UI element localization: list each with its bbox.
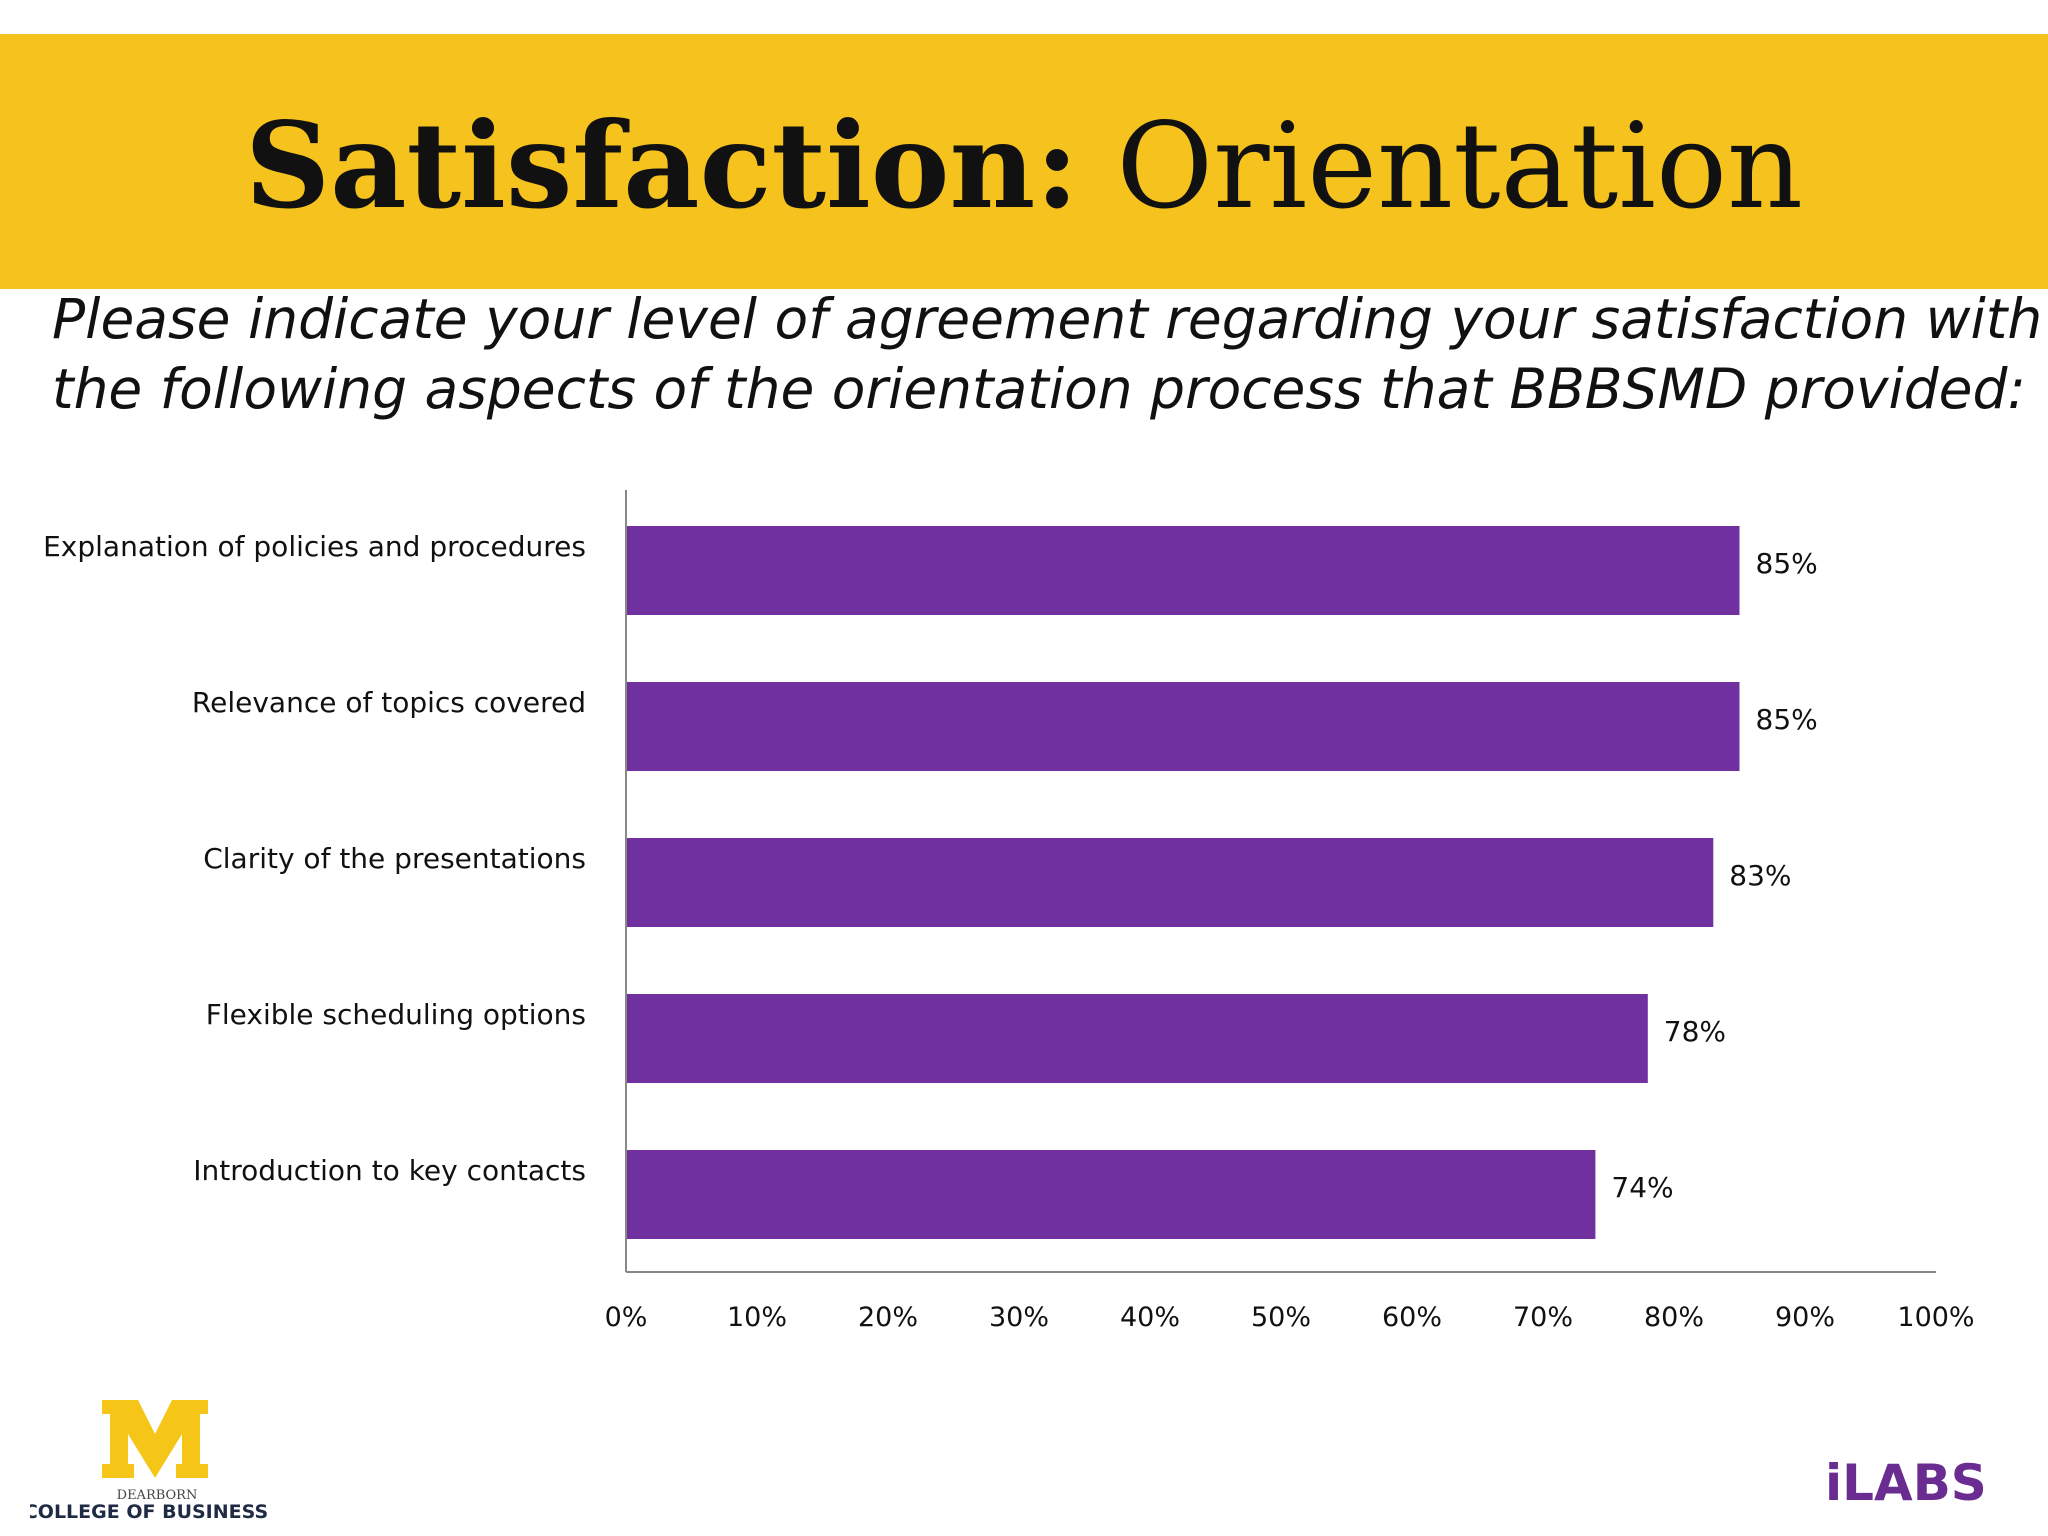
category-label: Relevance of topics covered (192, 686, 586, 719)
m-block-icon (102, 1400, 208, 1478)
question-line-2: the following aspects of the orientation… (52, 357, 2026, 421)
bar (627, 682, 1740, 771)
category-label: Explanation of policies and procedures (43, 530, 586, 563)
logo-college-text: COLLEGE OF BUSINESS (30, 1501, 268, 1519)
data-label: 85% (1756, 547, 1818, 580)
data-label: 78% (1664, 1015, 1726, 1048)
data-label: 74% (1611, 1171, 1673, 1204)
x-tick-label: 20% (858, 1302, 918, 1333)
page-title: Satisfaction: Orientation (0, 96, 2048, 236)
title-bold: Satisfaction: (244, 96, 1079, 235)
x-tick-label: 30% (989, 1302, 1049, 1333)
category-label: Clarity of the presentations (203, 842, 586, 875)
x-tick-label: 50% (1251, 1302, 1311, 1333)
bar (627, 838, 1714, 927)
category-label: Introduction to key contacts (193, 1154, 586, 1187)
x-tick-label: 0% (605, 1302, 648, 1333)
bar (627, 526, 1740, 615)
bar (627, 1150, 1596, 1239)
question-text: Please indicate your level of agreement … (52, 284, 2043, 424)
logo-dearborn-text: DEARBORN (117, 1488, 198, 1503)
university-m-logo: DEARBORN COLLEGE OF BUSINESS (30, 1400, 268, 1519)
x-tick-label: 80% (1644, 1302, 1704, 1333)
title-banner (0, 34, 2048, 289)
data-label: 85% (1756, 703, 1818, 736)
category-label: Flexible scheduling options (206, 998, 586, 1031)
x-tick-label: 40% (1120, 1302, 1180, 1333)
x-tick-label: 100% (1897, 1302, 1974, 1333)
ilabs-logo: iLABS (1825, 1454, 1987, 1512)
x-tick-label: 60% (1382, 1302, 1442, 1333)
title-rest: Orientation (1116, 97, 1804, 235)
ilabs-text: iLABS (1825, 1454, 1987, 1512)
question-line-1: Please indicate your level of agreement … (52, 287, 2043, 351)
data-label: 83% (1729, 859, 1791, 892)
x-tick-label: 90% (1775, 1302, 1835, 1333)
bar (627, 994, 1648, 1083)
x-tick-label: 70% (1513, 1302, 1573, 1333)
x-tick-label: 10% (727, 1302, 787, 1333)
